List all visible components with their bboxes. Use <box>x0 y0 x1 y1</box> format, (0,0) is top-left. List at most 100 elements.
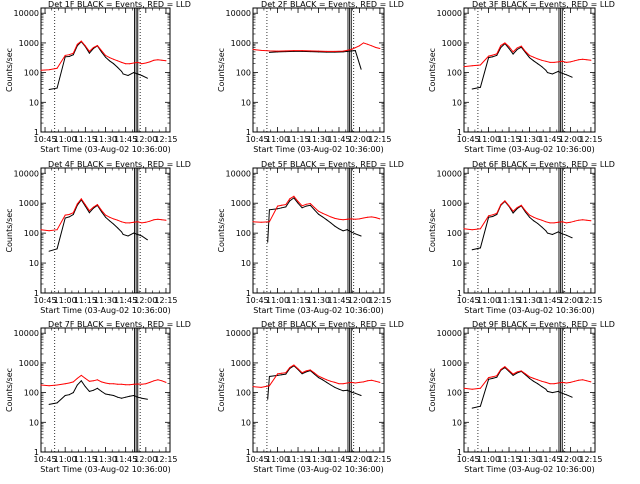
data-point <box>529 214 530 216</box>
x-tick-label: 11:15 <box>498 296 521 305</box>
data-point <box>252 386 254 388</box>
data-point <box>40 69 42 71</box>
chart-title: Det 4F BLACK = Events, RED = LLD <box>48 160 191 169</box>
data-point <box>277 374 279 376</box>
data-point <box>350 231 352 233</box>
data-point <box>84 45 86 47</box>
data-point <box>141 397 143 399</box>
data-point <box>121 397 123 399</box>
data-point <box>488 378 490 380</box>
data-point <box>545 69 547 71</box>
data-point <box>346 218 348 220</box>
data-point <box>48 230 50 232</box>
data-point <box>358 381 360 383</box>
data-point <box>586 219 588 221</box>
data-point <box>146 398 148 400</box>
data-point <box>574 60 575 62</box>
y-tick-label: 10000 <box>226 169 251 178</box>
data-point <box>88 390 90 392</box>
x-tick-label: 11:15 <box>287 135 310 144</box>
data-point <box>379 218 381 220</box>
data-point <box>137 61 139 63</box>
x-tick-label: 12:00 <box>559 455 582 464</box>
data-point <box>252 49 254 50</box>
data-point <box>541 226 543 228</box>
data-point <box>301 207 303 209</box>
data-point <box>149 61 151 63</box>
x-tick-label: 11:15 <box>287 296 310 305</box>
data-point <box>582 219 584 221</box>
x-tick-label: 12:00 <box>134 135 157 144</box>
data-point <box>338 388 340 390</box>
data-point <box>358 45 360 47</box>
data-point <box>358 218 360 220</box>
y-tick-label: 10000 <box>437 329 462 338</box>
y-tick-label: 10 <box>29 98 39 107</box>
data-point <box>516 371 518 373</box>
data-point <box>56 67 58 69</box>
x-tick-label: 11:30 <box>307 455 330 464</box>
data-point <box>545 381 547 383</box>
data-point <box>565 382 567 384</box>
y-axis-label: Counts/sec <box>5 48 14 92</box>
y-tick-label: 10 <box>29 259 39 268</box>
data-point <box>529 376 530 378</box>
x-axis-label: Start Time (03-Aug-02 10:36:00) <box>253 465 384 474</box>
x-tick-label: 11:00 <box>266 135 289 144</box>
data-point <box>508 46 510 48</box>
x-tick-label: 11:30 <box>94 455 117 464</box>
data-point <box>141 63 143 65</box>
data-point <box>68 216 70 218</box>
data-point <box>574 220 575 222</box>
data-point <box>277 51 279 53</box>
data-point <box>496 53 498 55</box>
data-point <box>529 216 530 218</box>
series-line-events <box>472 42 573 90</box>
y-tick-label: 1000 <box>19 39 39 48</box>
data-point <box>101 50 102 52</box>
data-point <box>545 230 547 232</box>
data-point <box>541 59 543 61</box>
x-tick-label: 12:00 <box>559 296 582 305</box>
data-point <box>537 58 539 60</box>
x-tick-label: 11:00 <box>477 296 500 305</box>
data-point <box>342 230 344 232</box>
data-point <box>553 383 555 385</box>
data-point <box>92 206 94 208</box>
data-point <box>463 228 465 230</box>
data-point <box>289 367 291 368</box>
data-point <box>541 386 543 388</box>
series-line-events <box>48 198 148 252</box>
series-line-lld <box>40 40 167 71</box>
x-tick-label: 10:45 <box>246 135 269 144</box>
data-point <box>500 204 502 206</box>
panel-9: Det 9F BLACK = Events, RED = LLD Counts/s… <box>428 320 615 474</box>
data-point <box>113 218 115 220</box>
data-point <box>322 216 324 218</box>
data-point <box>285 204 287 206</box>
plot-frame <box>252 167 385 294</box>
data-point <box>322 379 324 381</box>
x-tick-label: 11:45 <box>538 455 561 464</box>
x-tick-label: 12:15 <box>154 296 177 305</box>
data-point <box>145 62 147 64</box>
chart-title: Det 2F BLACK = Events, RED = LLD <box>261 0 404 9</box>
data-point <box>305 371 307 373</box>
data-point <box>537 223 539 224</box>
y-tick-label: 1 <box>457 448 462 457</box>
data-point <box>578 219 580 221</box>
x-tick-label: 12:15 <box>368 455 391 464</box>
plot-frame <box>252 7 385 133</box>
series-line-lld <box>40 374 167 387</box>
x-tick-label: 11:45 <box>114 135 137 144</box>
data-point <box>334 225 336 227</box>
data-point <box>569 381 571 383</box>
data-point <box>293 195 295 197</box>
data-point <box>346 389 348 391</box>
data-point <box>105 56 106 58</box>
data-point <box>117 383 119 385</box>
y-tick-label: 100 <box>236 389 251 398</box>
data-point <box>512 53 514 55</box>
data-point <box>133 232 135 234</box>
data-point <box>471 249 473 251</box>
